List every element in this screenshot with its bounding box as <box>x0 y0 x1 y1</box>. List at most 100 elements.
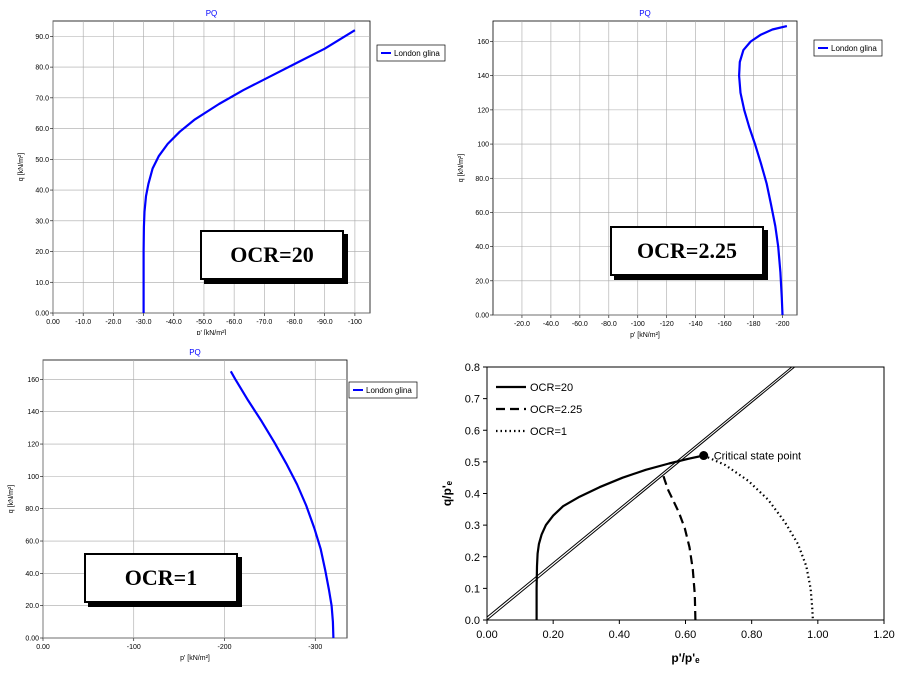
x-tick-label: -200 <box>217 644 231 651</box>
y-tick-label: 100 <box>477 142 489 149</box>
chart-panel-ocr-1: PQ 0.00 -100 -200 -300 0.00 20.0 40.0 60.0 80.0 10… <box>0 345 450 673</box>
y-tick-label: 0.2 <box>465 552 480 564</box>
x-tick-label: -90.0 <box>317 319 333 326</box>
y-tick-label: 0.5 <box>465 457 480 469</box>
x-tick-label: -180 <box>747 321 761 328</box>
x-tick-label: -10.0 <box>75 319 91 326</box>
x-tick-label: -40.0 <box>166 319 182 326</box>
legend-label: London glina <box>831 44 877 53</box>
chart-ocr-20: PQ 0.00 -10.0 -20.0 -30.0 -40.0 -50.0 -60.0 -70.… <box>18 9 446 335</box>
chart-panel-ocr-2-25: PQ -20.0 -40.0 -60.0 -80.0 -100 -120 -140 -160 -1… <box>450 0 901 345</box>
y-tick-label: 60.0 <box>35 126 49 133</box>
legend-box <box>348 381 418 399</box>
x-tick-label: -80.0 <box>287 319 303 326</box>
x-tick-label: -50.0 <box>196 319 212 326</box>
y-tick-label: 0.6 <box>465 425 480 437</box>
x-tick-label: -100 <box>127 644 141 651</box>
x-tick-label: 0.00 <box>46 319 60 326</box>
chart-title: PQ <box>206 9 218 18</box>
x-tick-label: -300 <box>308 644 322 651</box>
y-tick-label: 20.0 <box>25 603 39 610</box>
series-line-ocr-2-25 <box>661 474 697 621</box>
y-tick-label: 120 <box>27 442 39 449</box>
x-tick-label: -20.0 <box>105 319 121 326</box>
x-tick-label: -100 <box>348 319 362 326</box>
x-tick-label: 0.60 <box>675 629 696 641</box>
x-tick-label: 0.00 <box>36 644 50 651</box>
legend-label: OCR=2.25 <box>530 404 582 416</box>
y-tick-label: 40.0 <box>35 188 49 195</box>
y-axis-label: q [kN/m²] <box>18 153 25 181</box>
y-tick-label: 160 <box>27 377 39 384</box>
chart-panel-normalized: 0.00 0.20 0.40 0.60 0.80 1.00 1.20 0.0 0.1 0.2 0.3… <box>440 345 901 673</box>
legend-box <box>813 39 883 57</box>
y-tick-label: 80.0 <box>35 65 49 72</box>
y-tick-label: 90.0 <box>35 34 49 41</box>
x-tick-label: -60.0 <box>572 321 588 328</box>
x-tick-label: -120 <box>660 321 674 328</box>
y-tick-label: 50.0 <box>35 157 49 164</box>
y-tick-label: 0.7 <box>465 394 480 406</box>
critical-state-line <box>486 366 795 621</box>
x-tick-label: 0.40 <box>609 629 630 641</box>
x-tick-label: -60.0 <box>226 319 242 326</box>
y-tick-label: 140 <box>477 73 489 80</box>
x-axis-label: p' [kN/m²] <box>197 330 227 335</box>
y-tick-label: 20.0 <box>475 278 489 285</box>
x-axis-label: p'/p'ₑ <box>671 651 700 665</box>
x-tick-label: -30.0 <box>136 319 152 326</box>
ocr-1-label: OCR=1 <box>84 553 238 603</box>
chart-title: PQ <box>639 9 651 18</box>
y-tick-label: 80.0 <box>475 176 489 183</box>
plot-area <box>486 366 885 621</box>
y-tick-label: 0.00 <box>475 313 489 320</box>
y-tick-label: 0.00 <box>35 311 49 318</box>
x-tick-label: -70.0 <box>256 319 272 326</box>
y-tick-label: 100 <box>27 474 39 481</box>
y-tick-label: 140 <box>27 409 39 416</box>
ocr-20-label: OCR=20 <box>200 230 344 280</box>
y-tick-label: 0.0 <box>465 615 480 627</box>
y-tick-label: 0.3 <box>465 520 480 532</box>
x-tick-label: -200 <box>776 321 790 328</box>
critical-state-label: Critical state point <box>714 451 801 463</box>
x-tick-label: -80.0 <box>601 321 617 328</box>
y-tick-label: 0.1 <box>465 583 480 595</box>
y-tick-label: 40.0 <box>25 571 39 578</box>
chart-title: PQ <box>189 348 201 357</box>
y-tick-label: 10.0 <box>35 280 49 287</box>
x-tick-label: -20.0 <box>514 321 530 328</box>
x-tick-label: 1.20 <box>873 629 894 641</box>
series-line-london-glina <box>229 370 335 639</box>
y-tick-label: 0.8 <box>465 362 480 374</box>
legend-label: London glina <box>394 49 440 58</box>
legend-label: OCR=20 <box>530 382 573 394</box>
chart-ocr-2-25: PQ -20.0 -40.0 -60.0 -80.0 -100 -120 -140 -160 -1… <box>458 9 883 339</box>
ocr-2-25-label: OCR=2.25 <box>610 226 764 276</box>
y-tick-label: 20.0 <box>35 249 49 256</box>
y-tick-label: 30.0 <box>35 218 49 225</box>
series-line-ocr-20 <box>535 454 704 620</box>
y-tick-label: 120 <box>477 107 489 114</box>
x-tick-label: -160 <box>718 321 732 328</box>
y-axis-label: q [kN/m²] <box>458 154 465 182</box>
series-line-london-glina <box>738 25 788 316</box>
critical-state-point <box>699 451 709 461</box>
x-tick-label: -40.0 <box>543 321 559 328</box>
x-axis-label: p' [kN/m²] <box>180 655 210 662</box>
x-tick-label: -140 <box>689 321 703 328</box>
x-tick-label: -100 <box>631 321 645 328</box>
legend-label: OCR=1 <box>530 426 567 438</box>
legend-box <box>376 44 446 62</box>
legend-label: London glina <box>366 386 412 395</box>
y-tick-label: 60.0 <box>475 210 489 217</box>
y-tick-label: 160 <box>477 39 489 46</box>
y-tick-label: 40.0 <box>475 244 489 251</box>
y-tick-label: 70.0 <box>35 95 49 102</box>
y-tick-label: 80.0 <box>25 506 39 513</box>
chart-ocr-1: PQ 0.00 -100 -200 -300 0.00 20.0 40.0 60.0 80.0 10… <box>8 348 418 662</box>
series-line-london-glina <box>142 29 356 313</box>
x-tick-label: 1.00 <box>807 629 828 641</box>
y-axis-label: q [kN/m²] <box>8 485 15 513</box>
y-tick-label: 0.00 <box>25 636 39 643</box>
